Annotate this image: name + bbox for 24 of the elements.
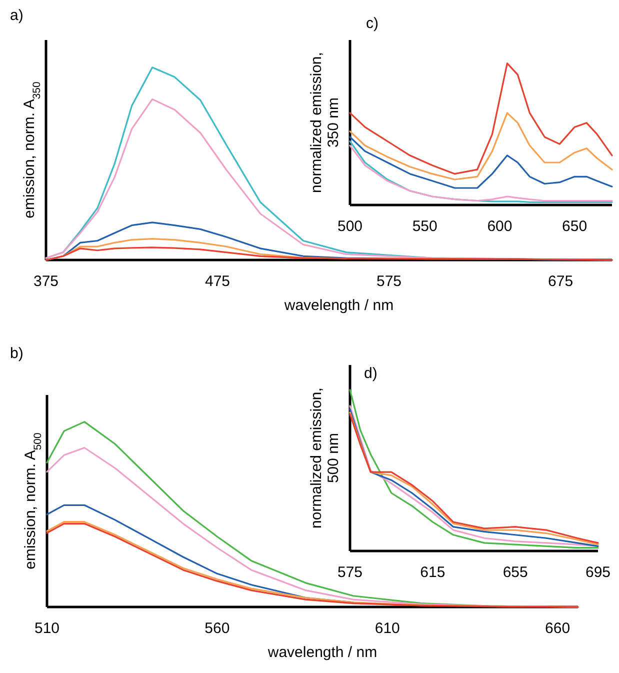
x-tick-label: 575: [337, 564, 363, 581]
x-tick-label: 615: [420, 564, 446, 581]
x-tick-label: 475: [205, 273, 230, 290]
x-tick-label: 500: [337, 218, 363, 235]
x-tick-label: 610: [374, 620, 400, 637]
x-tick-label: 510: [34, 620, 60, 637]
chart-title: b): [10, 345, 24, 362]
chart-title: d): [364, 365, 378, 382]
chart-title: a): [10, 7, 24, 24]
x-axis-title: wavelength / nm: [283, 297, 394, 314]
x-tick-label: 550: [412, 218, 438, 235]
x-tick-label: 655: [502, 564, 528, 581]
x-tick-label: 600: [487, 218, 512, 235]
x-tick-label: 660: [545, 620, 570, 637]
x-tick-label: 675: [548, 273, 574, 290]
x-tick-label: 650: [562, 218, 588, 235]
x-tick-label: 375: [33, 273, 59, 290]
y-axis-title: normalized emission, 350 nm: [308, 52, 342, 193]
x-tick-label: 695: [585, 564, 611, 581]
y-axis-title: normalized emission, 500 nm: [308, 388, 342, 528]
x-tick-label: 560: [204, 620, 230, 637]
x-axis-title: wavelength / nm: [266, 644, 378, 661]
x-tick-label: 575: [376, 273, 402, 290]
chart-title: c): [366, 15, 378, 32]
